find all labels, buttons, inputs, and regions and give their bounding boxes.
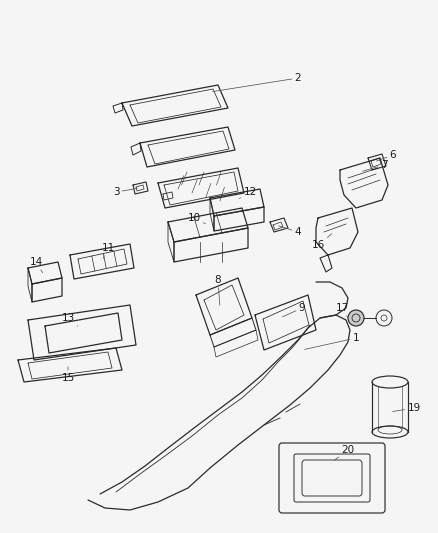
Text: 4: 4 (279, 226, 301, 237)
Text: 6: 6 (377, 150, 396, 161)
Text: 13: 13 (61, 313, 78, 326)
Text: 16: 16 (311, 234, 332, 250)
Text: 20: 20 (334, 445, 355, 461)
Text: 12: 12 (239, 187, 257, 199)
Text: 15: 15 (61, 367, 74, 383)
Text: 1: 1 (305, 333, 359, 350)
Text: 11: 11 (101, 243, 115, 259)
Text: 19: 19 (393, 403, 420, 413)
Text: 17: 17 (336, 303, 349, 318)
Text: 2: 2 (213, 73, 301, 92)
Text: 8: 8 (215, 275, 221, 305)
Text: 10: 10 (187, 213, 205, 224)
Text: 14: 14 (29, 257, 42, 273)
Text: 7: 7 (363, 160, 387, 171)
Text: 9: 9 (283, 303, 305, 317)
Circle shape (348, 310, 364, 326)
Text: 3: 3 (113, 187, 137, 197)
